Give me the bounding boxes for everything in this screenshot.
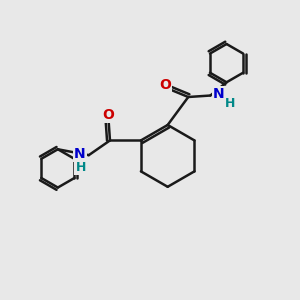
Text: O: O — [103, 108, 114, 122]
Text: H: H — [225, 97, 236, 110]
Text: N: N — [74, 147, 86, 161]
Text: H: H — [76, 161, 86, 174]
Text: N: N — [213, 87, 224, 101]
Text: O: O — [159, 78, 171, 92]
